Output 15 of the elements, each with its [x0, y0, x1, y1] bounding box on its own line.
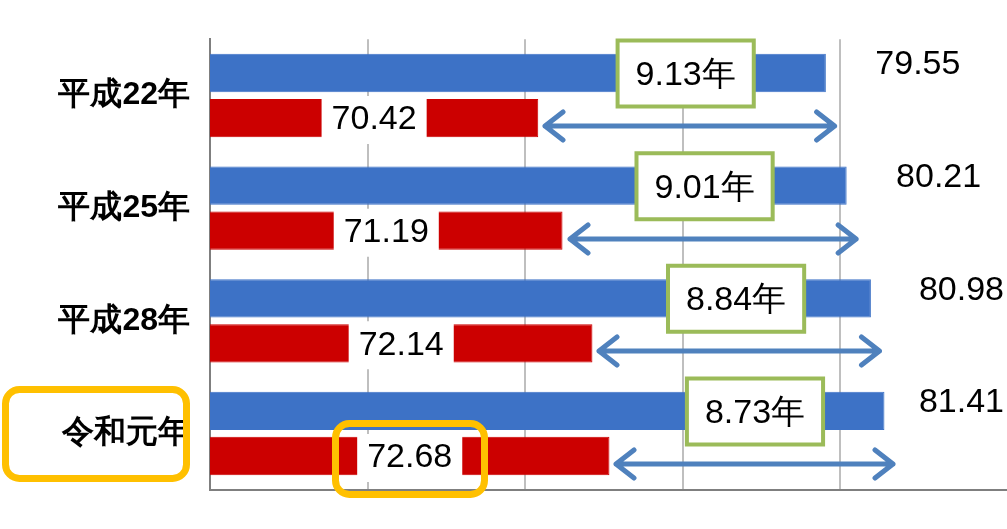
y-tick-label: 平成25年 [57, 188, 190, 224]
y-tick-label: 平成28年 [57, 300, 190, 337]
data-label: 70.42 [331, 98, 417, 137]
data-label: 79.55 [875, 43, 961, 82]
annotation: 8.84年 [685, 279, 787, 318]
data-label: 80.98 [918, 268, 1005, 307]
data-label: 72.68 [367, 436, 453, 475]
annotation: 9.13年 [635, 53, 736, 92]
annotation: 8.73年 [704, 391, 806, 430]
data-label: 72.14 [358, 323, 444, 362]
annotation: 9.01年 [654, 166, 755, 205]
data-label: 71.19 [343, 211, 429, 250]
y-tick-label: 平成22年 [57, 75, 190, 112]
data-label: 81.41 [918, 381, 1005, 420]
data-label: 80.21 [896, 156, 982, 195]
